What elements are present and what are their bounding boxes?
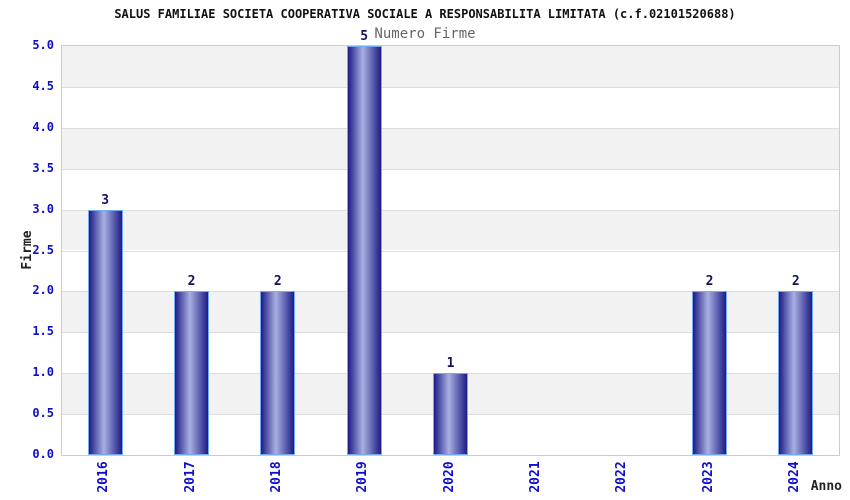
y-tick-label: 3.5 [32, 160, 54, 175]
bar-2016 [87, 209, 123, 455]
legend-label: Numero Firme [374, 26, 476, 42]
bar-value-label: 2 [791, 274, 800, 290]
bar-2020 [433, 373, 468, 455]
y-tick-label: 0.5 [32, 406, 54, 421]
bar-2023 [692, 291, 727, 455]
gridline [62, 127, 839, 129]
x-tick-label: 2017 [182, 461, 198, 493]
y-tick-label: 4.5 [32, 78, 54, 93]
bar-value-label: 2 [705, 274, 714, 290]
grid-band [62, 209, 839, 251]
x-tick-label: 2022 [614, 461, 630, 493]
gridline [62, 332, 839, 334]
gridline [62, 250, 839, 252]
y-tick-label: 2.0 [32, 283, 54, 298]
bar-2024 [778, 291, 814, 455]
x-tick-label: 2021 [527, 461, 543, 493]
grid-band [62, 86, 839, 128]
legend: Numero Firme [0, 26, 850, 42]
x-tick-label: 2016 [96, 461, 112, 493]
grid-band [62, 46, 839, 87]
gridline [62, 168, 839, 170]
bar-value-label: 2 [187, 274, 196, 290]
y-tick-label: 5.0 [32, 38, 54, 52]
bar-2017 [174, 291, 209, 455]
bar-value-label: 2 [273, 274, 282, 290]
bar-value-label: 3 [101, 192, 110, 208]
gridline [62, 209, 839, 211]
gridline [62, 86, 839, 88]
bar-2018 [260, 291, 296, 455]
y-tick-label: 3.0 [32, 201, 54, 216]
x-tick-label: 2020 [441, 461, 457, 493]
x-tick-label: 2024 [786, 461, 802, 493]
plot-area: 3 2 2 5 1 2 2 [61, 29, 840, 456]
y-tick-label: 1.0 [32, 365, 54, 380]
bar-2019 [346, 46, 382, 455]
bar-value-label: 5 [360, 29, 369, 44]
x-tick-label: 2019 [355, 461, 371, 493]
x-tick-label: 2018 [268, 461, 284, 493]
x-tick-label: 2023 [700, 461, 716, 493]
x-axis-title: Anno [810, 479, 842, 494]
y-tick-label: 2.5 [32, 242, 54, 257]
grid-band [62, 168, 839, 210]
y-tick-label: 4.0 [32, 119, 54, 134]
chart-title: SALUS FAMILIAE SOCIETA COOPERATIVA SOCIA… [114, 7, 736, 21]
y-tick-label: 1.5 [32, 324, 54, 339]
gridline [62, 291, 839, 293]
grid-band [62, 250, 839, 292]
y-tick-label: 0.0 [32, 447, 54, 461]
bar-value-label: 1 [446, 356, 455, 372]
grid-band [62, 127, 839, 169]
